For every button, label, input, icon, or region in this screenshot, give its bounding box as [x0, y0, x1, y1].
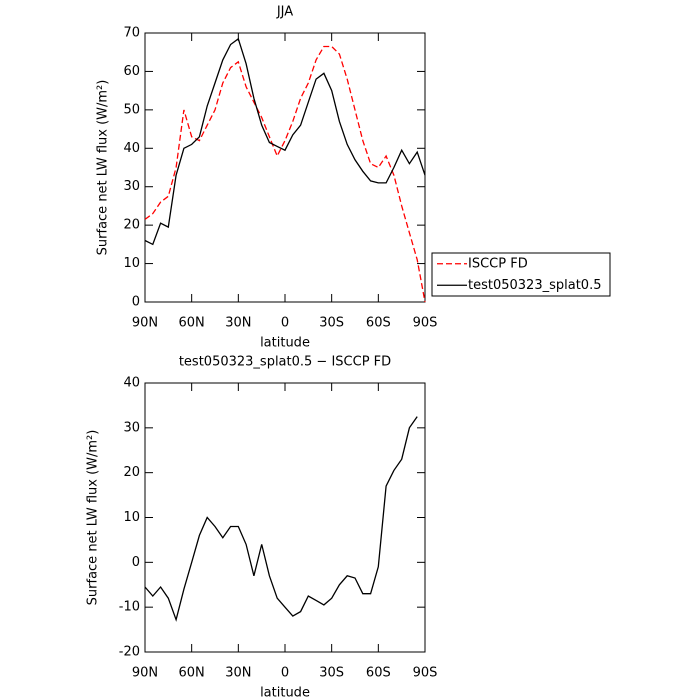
y-tick-label: 30 [123, 420, 140, 435]
chart-title: JJA [276, 5, 293, 20]
y-axis-label: Surface net LW flux (W/m²) [86, 430, 101, 606]
y-tick-label: 40 [123, 376, 140, 391]
x-axis-label: latitude [260, 336, 310, 351]
y-tick-label: 0 [132, 295, 140, 310]
legend-label: test050323_splat0.5 [468, 278, 601, 293]
y-tick-label: 10 [123, 510, 140, 525]
x-tick-label: 60N [179, 666, 205, 681]
legend-box [431, 252, 611, 297]
y-tick-label: 20 [123, 465, 140, 480]
x-tick-label: 60S [366, 666, 391, 681]
y-tick-label: 30 [123, 179, 140, 194]
x-tick-label: 30S [319, 666, 344, 681]
data-line [144, 45, 426, 303]
x-tick-label: 30N [225, 316, 251, 331]
x-tick-label: 90S [413, 316, 438, 331]
x-axis-label: latitude [260, 686, 310, 700]
y-tick-label: 0 [132, 555, 140, 570]
y-axis-label: Surface net LW flux (W/m²) [96, 80, 111, 256]
chart-title: test050323_splat0.5 − ISCCP FD [179, 355, 391, 370]
plot-frame [144, 32, 426, 303]
x-tick-label: 90N [132, 316, 158, 331]
x-tick-label: 30S [319, 316, 344, 331]
y-tick-label: 20 [123, 218, 140, 233]
x-tick-label: 90S [413, 666, 438, 681]
data-line [144, 416, 418, 622]
y-tick-label: -20 [119, 645, 140, 660]
y-tick-label: 40 [123, 141, 140, 156]
legend-label: ISCCP FD [468, 256, 528, 271]
y-tick-label: 70 [123, 26, 140, 41]
y-tick-label: 50 [123, 102, 140, 117]
y-tick-label: 60 [123, 64, 140, 79]
x-tick-label: 60S [366, 316, 391, 331]
x-tick-label: 30N [225, 666, 251, 681]
x-tick-label: 60N [179, 316, 205, 331]
x-tick-label: 0 [281, 666, 289, 681]
x-tick-label: 0 [281, 316, 289, 331]
x-tick-label: 90N [132, 666, 158, 681]
data-line [144, 37, 426, 246]
y-tick-label: 10 [123, 256, 140, 271]
y-tick-label: -10 [119, 600, 140, 615]
